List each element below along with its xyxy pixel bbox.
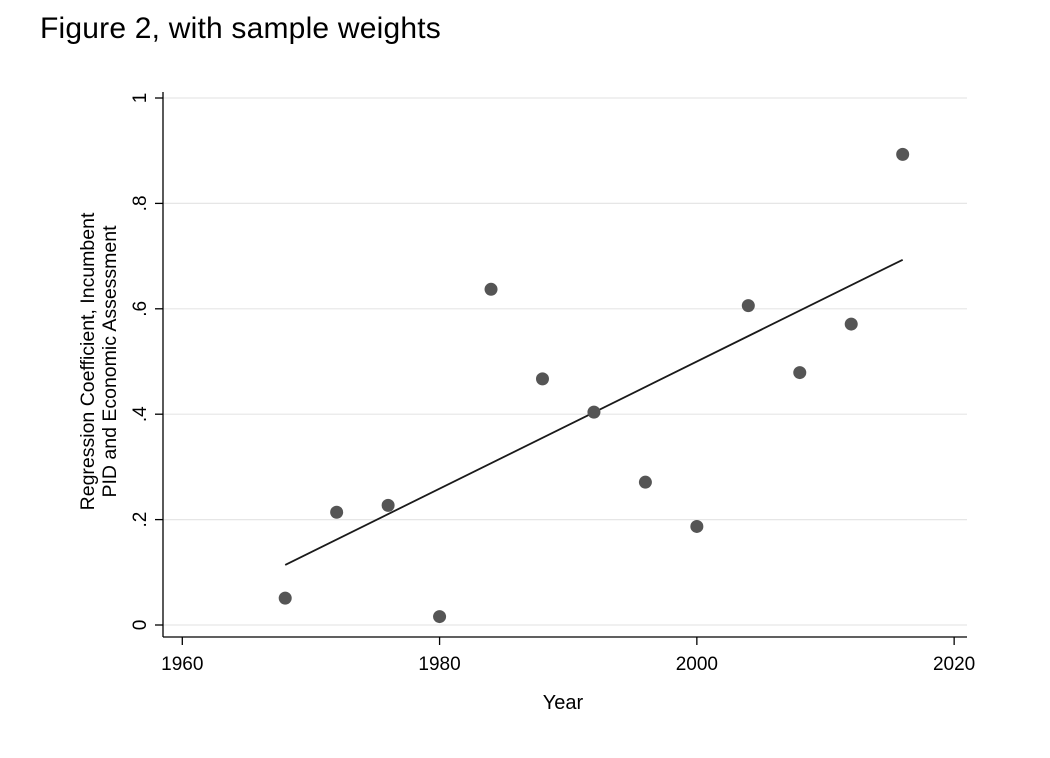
y-tick-label: 1 <box>130 93 151 104</box>
data-point <box>844 317 858 331</box>
data-point <box>484 282 498 296</box>
x-tick-label: 1980 <box>418 654 460 675</box>
data-point <box>638 475 652 489</box>
data-points <box>278 147 910 624</box>
y-axis-title-line-1: Regression Coefficient, Incumbent <box>77 212 99 510</box>
gridlines <box>163 97 967 626</box>
data-point <box>381 498 395 512</box>
axes <box>155 92 967 645</box>
axis-labels: 0 .2 .4 .6 .8 1 1960 1980 2000 2020 Year Regression… <box>77 93 975 714</box>
y-tick-label: .8 <box>130 195 151 211</box>
data-point <box>741 299 755 313</box>
data-point <box>587 405 601 419</box>
data-point <box>793 366 807 380</box>
data-point <box>330 505 344 519</box>
data-point <box>690 519 704 533</box>
data-point <box>535 372 549 386</box>
y-tick-label: 0 <box>130 620 151 631</box>
x-tick-label: 1960 <box>161 654 203 675</box>
y-tick-label: .2 <box>130 512 151 528</box>
x-tick-label: 2020 <box>933 654 975 675</box>
x-tick-label: 2000 <box>676 654 718 675</box>
data-point <box>433 610 447 624</box>
data-point <box>278 591 292 605</box>
data-point <box>896 147 910 161</box>
figure-title: Figure 2, with sample weights <box>40 12 441 45</box>
y-axis-title-line-2: PID and Economic Assessment <box>99 225 121 498</box>
y-tick-label: .6 <box>130 301 151 317</box>
y-tick-label: .4 <box>130 406 151 422</box>
x-axis-title: Year <box>543 692 584 714</box>
